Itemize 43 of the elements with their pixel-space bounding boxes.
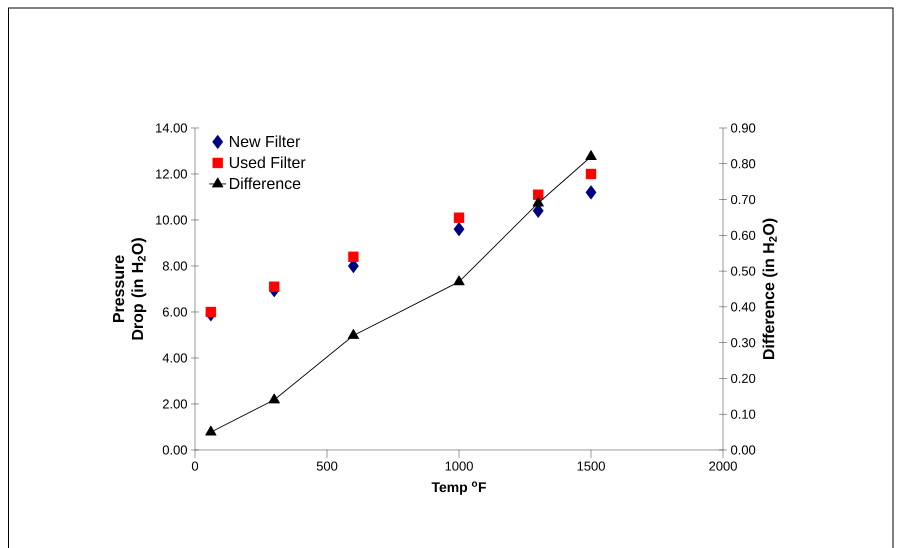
x-tick-label: 1500 [578, 462, 605, 471]
y2-tick-label: 0.20 [731, 374, 756, 384]
point [586, 168, 596, 180]
y-tick-label: 14.00 [156, 123, 187, 133]
x-tick-label: 1000 [446, 462, 473, 471]
x-tick-label: 500 [316, 462, 338, 471]
y2-tick-label: 0.50 [731, 266, 756, 276]
y2-tick-label: 0.10 [731, 410, 756, 419]
point [206, 306, 216, 318]
y-tick-label: 2.00 [162, 399, 187, 409]
point [348, 252, 359, 262]
y-axis-title: Pressure Drop (in H$_{2}$O) [113, 238, 146, 340]
y2-tick-label: 0.30 [731, 338, 756, 348]
legend-label: Used Filter [230, 156, 306, 168]
y2-tick-label: 0.40 [731, 302, 756, 312]
point [454, 222, 464, 236]
y2-tick-label: 0.80 [731, 159, 756, 168]
y-tick-label: 12.00 [156, 169, 187, 179]
y-tick-label: 8.00 [162, 261, 187, 271]
x-tick-label: 0 [192, 462, 198, 471]
y-tick-label: 10.00 [156, 215, 187, 225]
point [453, 275, 465, 286]
y2-axis-title: Difference (in H$_{2}$O) [762, 218, 778, 360]
point [586, 185, 596, 200]
point [205, 426, 216, 436]
legend-label: New Filter [230, 135, 300, 148]
y2-tick-label: 0.00 [731, 445, 756, 455]
point [269, 282, 280, 292]
point [532, 196, 544, 207]
y-tick-label: 6.00 [162, 307, 187, 317]
y-tick-label: 4.00 [162, 353, 187, 363]
point [585, 150, 597, 160]
point [268, 393, 280, 404]
legend-label: Difference [230, 177, 300, 190]
point [348, 329, 360, 339]
point [454, 212, 464, 223]
y-tick-label: 0.00 [162, 445, 187, 455]
x-tick-label: 2000 [709, 462, 737, 471]
y2-tick-label: 0.90 [731, 123, 756, 133]
x-axis-title: Temp $^{o}$F [432, 482, 486, 495]
point [533, 190, 544, 200]
y2-tick-label: 0.60 [731, 230, 756, 240]
y2-tick-label: 0.70 [731, 194, 756, 204]
